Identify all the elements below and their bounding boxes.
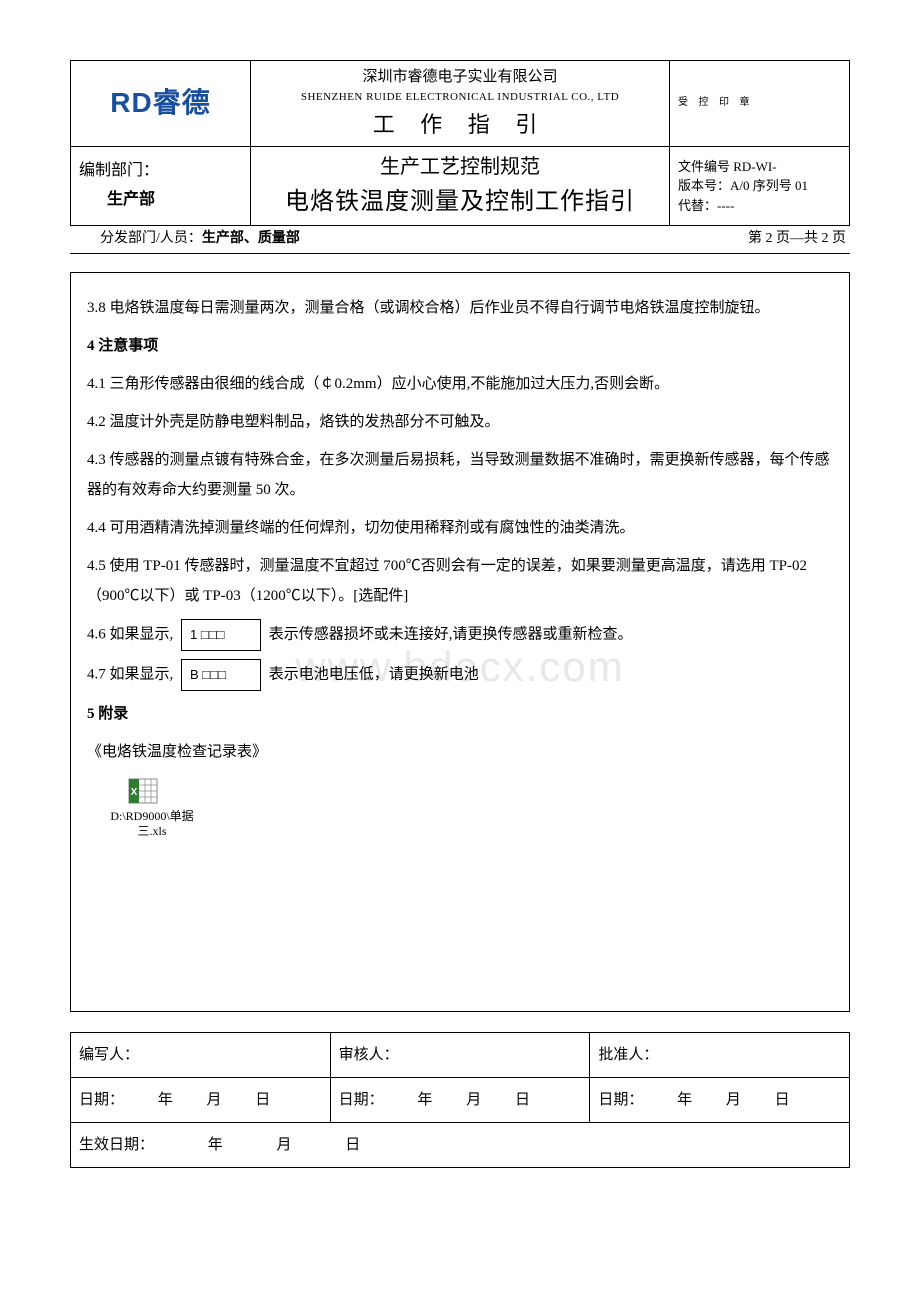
approver-date-cell: 日期： 年 月 日: [590, 1077, 850, 1122]
para-4-6-post: 表示传感器损坏或未连接好,请更换传感器或重新检查。: [269, 626, 633, 642]
svg-text:X: X: [131, 787, 138, 798]
distribution-left: 分发部门/人员：生产部、质量部: [100, 228, 300, 250]
meta-cell: 文件编号 RD-WI- 版本号：A/0 序列号 01 代替：----: [670, 146, 850, 225]
stamp-cell: 受 控 印 章: [670, 61, 850, 147]
meta-version: 版本号：A/0 序列号 01: [678, 176, 841, 196]
month-label: 月: [466, 1092, 481, 1108]
para-4-7: 4.7 如果显示, B □□□ 表示电池电压低，请更换新电池: [87, 659, 833, 691]
dist-value: 生产部、质量部: [202, 231, 300, 246]
dept-value: 生产部: [79, 186, 242, 215]
year-label: 年: [677, 1092, 692, 1108]
dept-label: 编制部门：: [79, 157, 242, 186]
reviewer-cell: 审核人：: [330, 1032, 590, 1077]
main-title-2: 电烙铁温度测量及控制工作指引: [259, 183, 661, 221]
dist-label: 分发部门/人员：: [100, 231, 202, 246]
company-title-cell: 深圳市睿德电子实业有限公司 SHENZHEN RUIDE ELECTRONICA…: [251, 61, 670, 147]
meta-doc-no: 文件编号 RD-WI-: [678, 157, 841, 177]
meta-replace: 代替：----: [678, 196, 841, 216]
excel-icon: X: [127, 775, 159, 807]
file-attachment[interactable]: X D:\RD9000\单据三.xls: [87, 775, 833, 840]
main-title-1: 生产工艺控制规范: [259, 151, 661, 183]
day-label: 日: [345, 1137, 360, 1153]
logo-en: RD: [110, 87, 152, 118]
writer-date-cell: 日期： 年 月 日: [71, 1077, 331, 1122]
para-4-3: 4.3 传感器的测量点镀有特殊合金，在多次测量后易损耗，当导致测量数据不准确时，…: [87, 445, 833, 505]
para-4-6: 4.6 如果显示, 1 □□□ 表示传感器损坏或未连接好,请更换传感器或重新检查…: [87, 619, 833, 651]
display-box-1: 1 □□□: [181, 619, 261, 651]
date-label: 日期：: [339, 1092, 384, 1108]
header-table: RD睿德 深圳市睿德电子实业有限公司 SHENZHEN RUIDE ELECTR…: [70, 60, 850, 226]
para-4-2: 4.2 温度计外壳是防静电塑料制品，烙铁的发热部分不可触及。: [87, 407, 833, 437]
display-box-2: B □□□: [181, 659, 261, 691]
para-4-1: 4.1 三角形传感器由很细的线合成（￠0.2mm）应小心使用,不能施加过大压力,…: [87, 369, 833, 399]
day-label: 日: [515, 1092, 530, 1108]
file-path-label: D:\RD9000\单据三.xls: [107, 809, 197, 840]
year-label: 年: [158, 1092, 173, 1108]
reviewer-date-cell: 日期： 年 月 日: [330, 1077, 590, 1122]
month-label: 月: [277, 1137, 292, 1153]
para-3-8: 3.8 电烙铁温度每日需测量两次，测量合格（或调校合格）后作业员不得自行调节电烙…: [87, 293, 833, 323]
day-label: 日: [775, 1092, 790, 1108]
month-label: 月: [726, 1092, 741, 1108]
logo-cn: 睿德: [153, 87, 211, 118]
para-4-7-pre: 4.7 如果显示,: [87, 666, 173, 682]
company-name-cn: 深圳市睿德电子实业有限公司: [259, 65, 661, 89]
main-title-cell: 生产工艺控制规范 电烙铁温度测量及控制工作指引: [251, 146, 670, 225]
content-box: www.bdocx.com 3.8 电烙铁温度每日需测量两次，测量合格（或调校合…: [70, 272, 850, 1012]
para-4-6-pre: 4.6 如果显示,: [87, 626, 173, 642]
section-4-title: 4 注意事项: [87, 331, 833, 361]
appendix-name: 《电烙铁温度检查记录表》: [87, 737, 833, 767]
logo: RD睿德: [110, 87, 210, 118]
distribution-row: 分发部门/人员：生产部、质量部 第 2 页—共 2 页: [70, 226, 850, 253]
date-label: 日期：: [598, 1092, 643, 1108]
content-inner: 3.8 电烙铁温度每日需测量两次，测量合格（或调校合格）后作业员不得自行调节电烙…: [87, 293, 833, 840]
year-label: 年: [208, 1137, 223, 1153]
para-4-7-post: 表示电池电压低，请更换新电池: [269, 666, 479, 682]
signature-table: 编写人： 审核人： 批准人： 日期： 年 月 日 日期： 年 月 日 日期： 年…: [70, 1032, 850, 1168]
dept-cell: 编制部门： 生产部: [71, 146, 251, 225]
para-4-5: 4.5 使用 TP-01 传感器时，测量温度不宜超过 700℃否则会有一定的误差…: [87, 551, 833, 611]
page-info: 第 2 页—共 2 页: [748, 228, 846, 250]
date-label: 日期：: [79, 1092, 124, 1108]
writer-cell: 编写人：: [71, 1032, 331, 1077]
approver-cell: 批准人：: [590, 1032, 850, 1077]
logo-cell: RD睿德: [71, 61, 251, 147]
year-label: 年: [417, 1092, 432, 1108]
section-5-title: 5 附录: [87, 699, 833, 729]
company-name-en: SHENZHEN RUIDE ELECTRONICAL INDUSTRIAL C…: [259, 89, 661, 107]
effective-date-cell: 生效日期： 年 月 日: [71, 1122, 850, 1167]
month-label: 月: [207, 1092, 222, 1108]
doc-type-title: 工 作 指 引: [259, 107, 661, 142]
day-label: 日: [255, 1092, 270, 1108]
effective-label: 生效日期：: [79, 1137, 154, 1153]
para-4-4: 4.4 可用酒精清洗掉测量终端的任何焊剂，切勿使用稀释剂或有腐蚀性的油类清洗。: [87, 513, 833, 543]
